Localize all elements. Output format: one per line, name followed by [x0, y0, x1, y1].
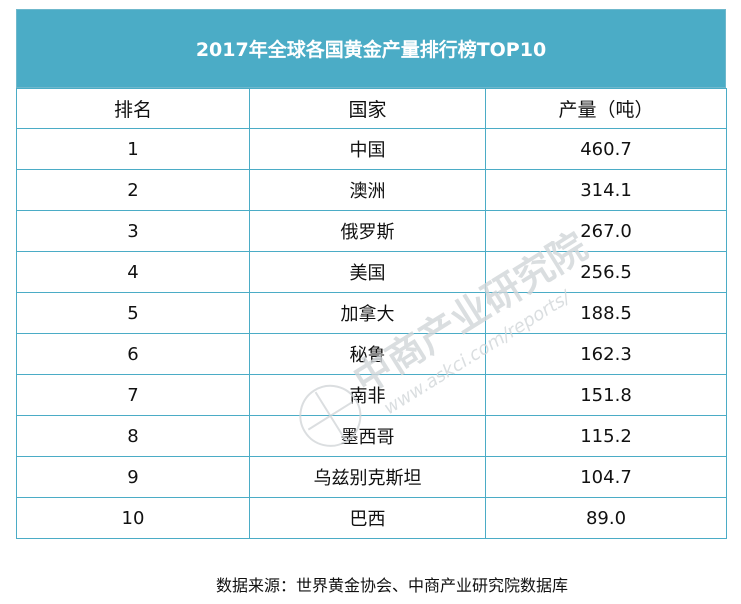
output-cell: 188.5	[485, 292, 727, 334]
header-row: 排名 国家 产量（吨）	[16, 88, 727, 129]
column-header-rank: 排名	[16, 88, 250, 129]
output-cell: 162.3	[485, 333, 727, 375]
output-cell: 460.7	[485, 128, 727, 170]
gold-production-table: 排名 国家 产量（吨） 1 中国 460.7 2 澳洲 314.1 3 俄罗斯 267.0 4 美国…	[16, 88, 727, 539]
output-cell: 89.0	[485, 497, 727, 539]
rank-cell: 6	[16, 333, 250, 375]
rank-cell: 9	[16, 456, 250, 498]
output-cell: 151.8	[485, 374, 727, 416]
table-row: 7 南非 151.8	[16, 374, 727, 416]
output-cell: 104.7	[485, 456, 727, 498]
table-container: 2017年全球各国黄金产量排行榜TOP10 排名 国家 产量（吨） 1 中国 460…	[16, 9, 727, 539]
rank-cell: 4	[16, 251, 250, 293]
country-cell: 美国	[249, 251, 486, 293]
country-cell: 中国	[249, 128, 486, 170]
country-cell: 南非	[249, 374, 486, 416]
table-title: 2017年全球各国黄金产量排行榜TOP10	[16, 9, 726, 88]
source-note: 数据来源：世界黄金协会、中商产业研究院数据库	[216, 576, 569, 595]
table-row: 1 中国 460.7	[16, 128, 727, 170]
table-row: 5 加拿大 188.5	[16, 292, 727, 334]
country-cell: 乌兹别克斯坦	[249, 456, 486, 498]
table-row: 10 巴西 89.0	[16, 497, 727, 539]
output-cell: 115.2	[485, 415, 727, 457]
country-cell: 俄罗斯	[249, 210, 486, 252]
rank-cell: 10	[16, 497, 250, 539]
table-body: 1 中国 460.7 2 澳洲 314.1 3 俄罗斯 267.0 4 美国 256.5 5 加拿大 188…	[16, 128, 727, 539]
table-row: 9 乌兹别克斯坦 104.7	[16, 456, 727, 498]
rank-cell: 3	[16, 210, 250, 252]
column-header-output: 产量（吨）	[485, 88, 727, 129]
country-cell: 墨西哥	[249, 415, 486, 457]
output-cell: 314.1	[485, 169, 727, 211]
rank-cell: 2	[16, 169, 250, 211]
table-row: 6 秘鲁 162.3	[16, 333, 727, 375]
table-row: 4 美国 256.5	[16, 251, 727, 293]
rank-cell: 7	[16, 374, 250, 416]
table-row: 3 俄罗斯 267.0	[16, 210, 727, 252]
country-cell: 加拿大	[249, 292, 486, 334]
rank-cell: 5	[16, 292, 250, 334]
country-cell: 澳洲	[249, 169, 486, 211]
rank-cell: 1	[16, 128, 250, 170]
column-header-country: 国家	[249, 88, 486, 129]
table-row: 8 墨西哥 115.2	[16, 415, 727, 457]
country-cell: 巴西	[249, 497, 486, 539]
output-cell: 256.5	[485, 251, 727, 293]
output-cell: 267.0	[485, 210, 727, 252]
country-cell: 秘鲁	[249, 333, 486, 375]
rank-cell: 8	[16, 415, 250, 457]
table-row: 2 澳洲 314.1	[16, 169, 727, 211]
